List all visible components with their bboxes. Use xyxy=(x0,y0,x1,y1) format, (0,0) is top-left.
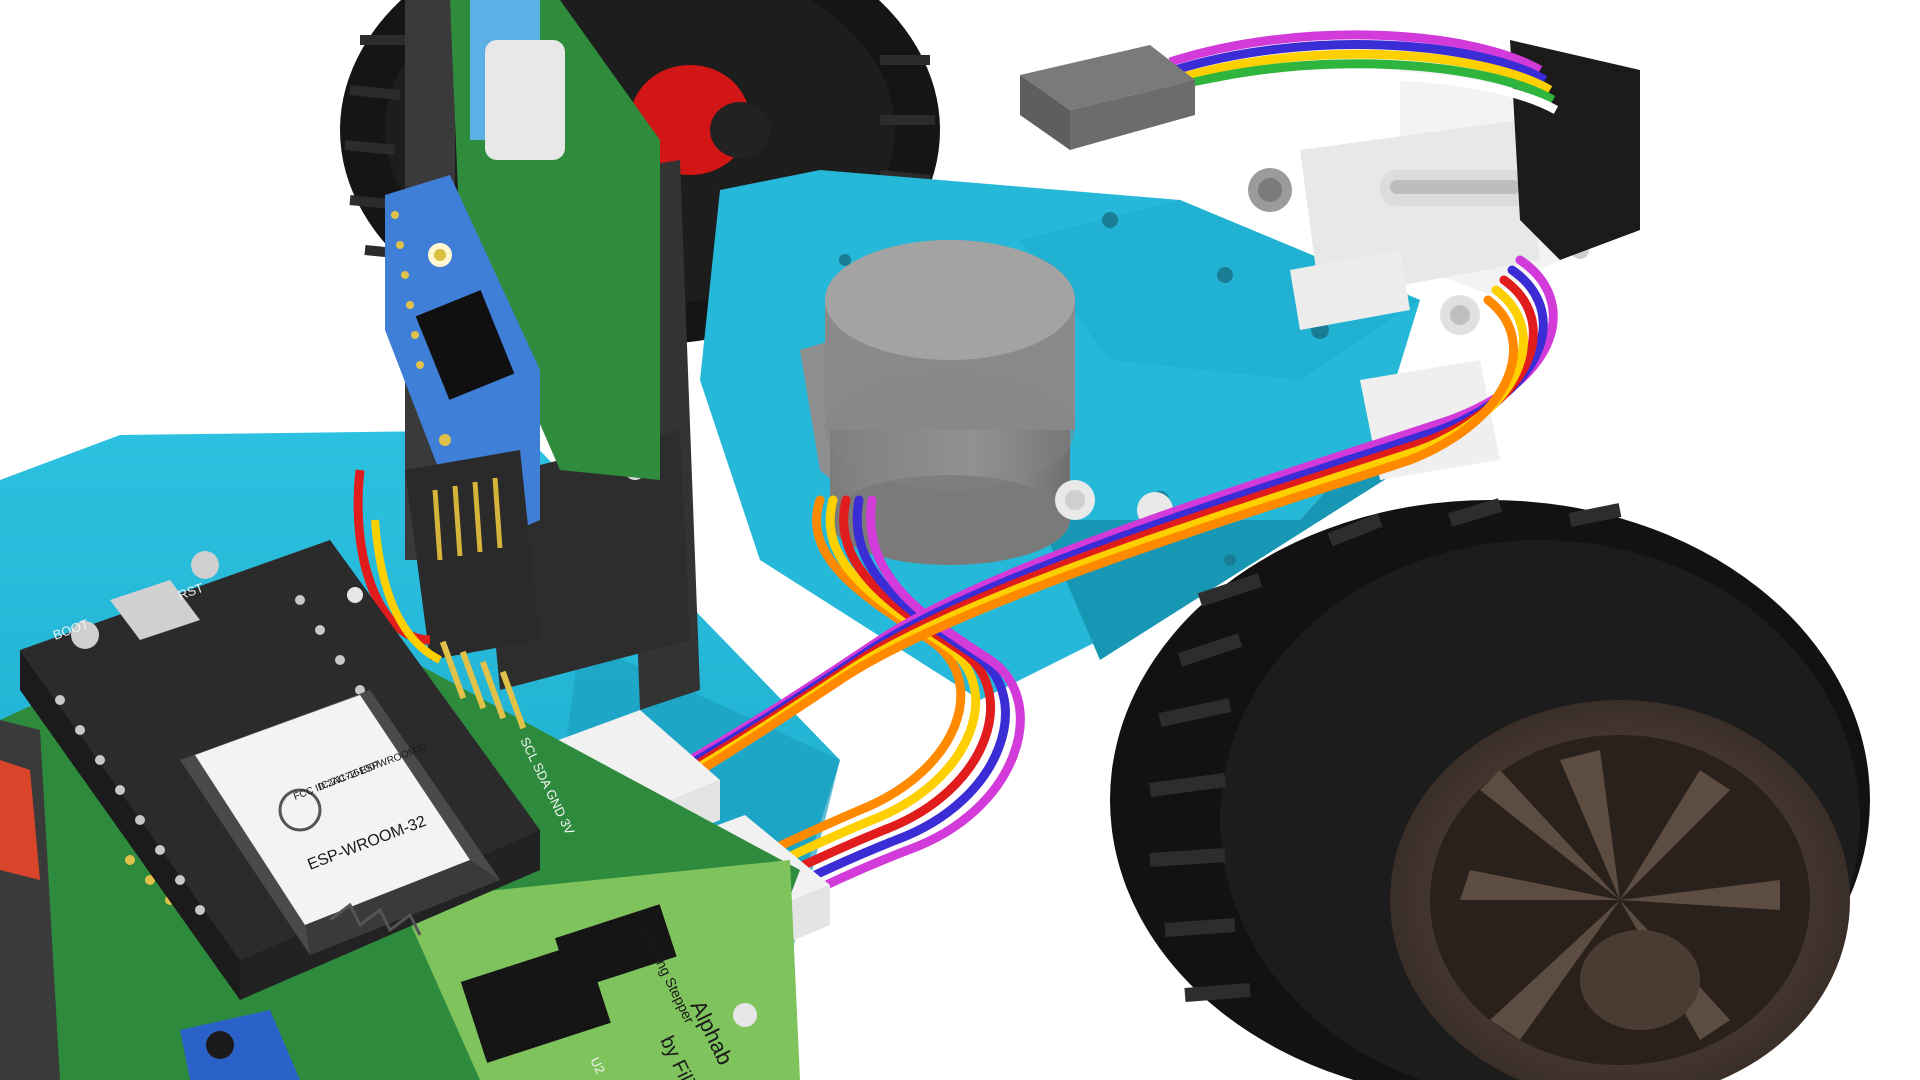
front-right-wheel xyxy=(1110,498,1870,1080)
stepper-motor xyxy=(800,240,1173,565)
pin-header-cluster xyxy=(353,450,540,664)
screw-terminal-blue xyxy=(180,1010,300,1080)
top-ribbon-wires xyxy=(1168,30,1559,114)
four-pin-connector xyxy=(1020,45,1195,150)
esp-wroom-32-module: ESP-WROOM-32 FCC ID:2AC7Z-ESPWROOM32 IC:… xyxy=(180,690,500,955)
left-wheel-edge xyxy=(0,720,60,1080)
small-white-bolts xyxy=(347,587,757,1027)
green-sensor-board xyxy=(450,0,660,480)
pcb-label-u2: U2 xyxy=(587,1055,608,1077)
